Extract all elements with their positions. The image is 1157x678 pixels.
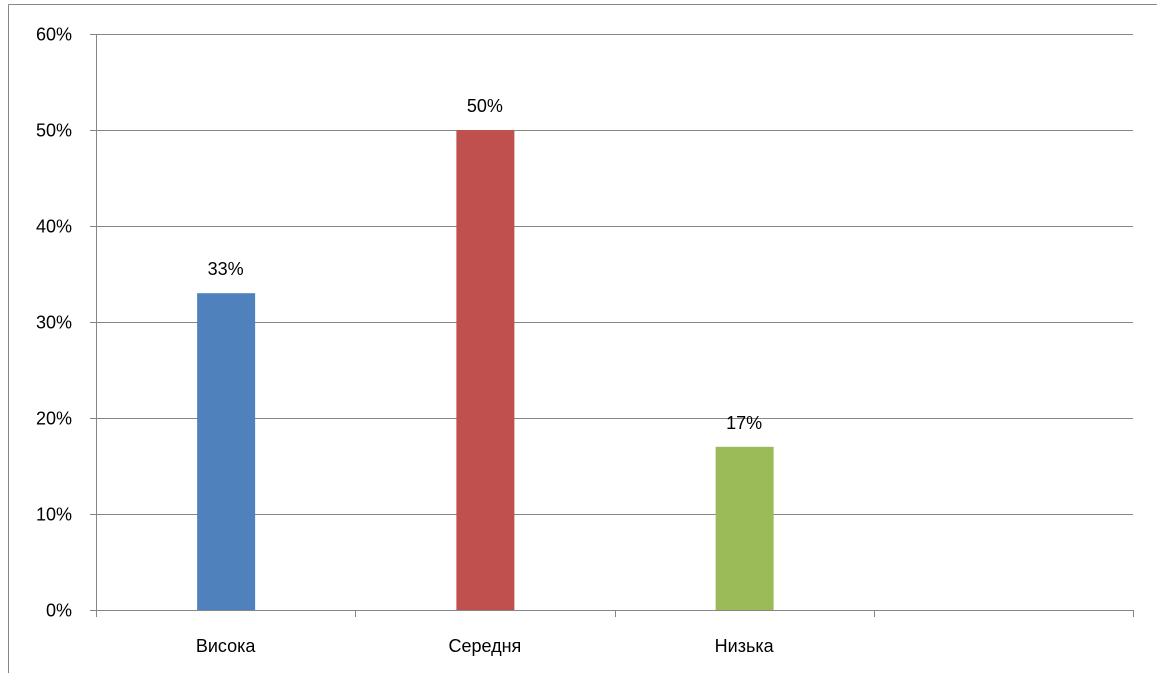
data-label-2: 50% [467,96,503,116]
category-label-1: Висока [196,636,257,656]
data-label-3: 17% [726,413,762,433]
labels: 0% 10% 20% 30% 40% 50% 60% 33% Висока 50% Середня 1… [36,25,775,657]
category-label-2: Середня [448,636,521,656]
bar-3 [716,447,774,610]
y-tick-label: 60% [36,25,72,45]
category-label-3: Низька [715,636,775,656]
data-label-1: 33% [208,259,244,279]
bars [197,130,774,610]
y-tick-label: 20% [36,409,72,429]
bar-1 [197,293,255,610]
y-tick-label: 40% [36,217,72,237]
bar-2 [456,130,514,610]
y-tick-label: 50% [36,121,72,141]
chart-frame-border [9,5,1157,674]
y-tick-label: 10% [36,505,72,525]
y-tick-label: 0% [46,601,72,621]
y-tick-label: 30% [36,313,72,333]
